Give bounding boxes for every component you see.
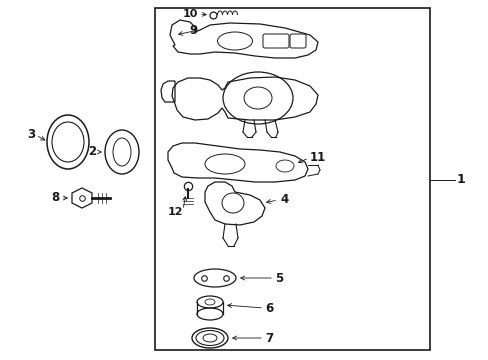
Text: 10: 10 xyxy=(182,9,198,19)
Text: 4: 4 xyxy=(280,193,287,207)
Text: 11: 11 xyxy=(309,152,325,165)
Text: 8: 8 xyxy=(52,192,60,204)
Text: 6: 6 xyxy=(264,301,273,315)
Text: 7: 7 xyxy=(264,332,273,345)
Text: 5: 5 xyxy=(274,271,283,284)
Text: 1: 1 xyxy=(456,174,465,186)
Text: 9: 9 xyxy=(189,23,198,36)
Text: 2: 2 xyxy=(88,145,96,158)
Bar xyxy=(155,8,429,350)
Text: 12: 12 xyxy=(167,207,183,217)
Text: 3: 3 xyxy=(27,129,35,141)
